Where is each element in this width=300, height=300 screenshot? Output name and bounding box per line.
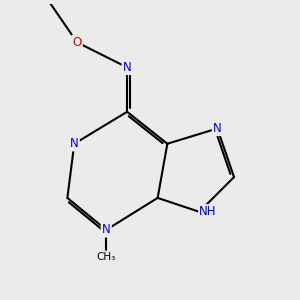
Text: N: N <box>70 137 79 150</box>
Text: N: N <box>213 122 222 135</box>
Text: NH: NH <box>199 205 217 218</box>
Text: O: O <box>73 36 82 49</box>
Text: N: N <box>123 61 131 74</box>
Text: CH₃: CH₃ <box>97 252 116 262</box>
Text: N: N <box>102 224 111 236</box>
